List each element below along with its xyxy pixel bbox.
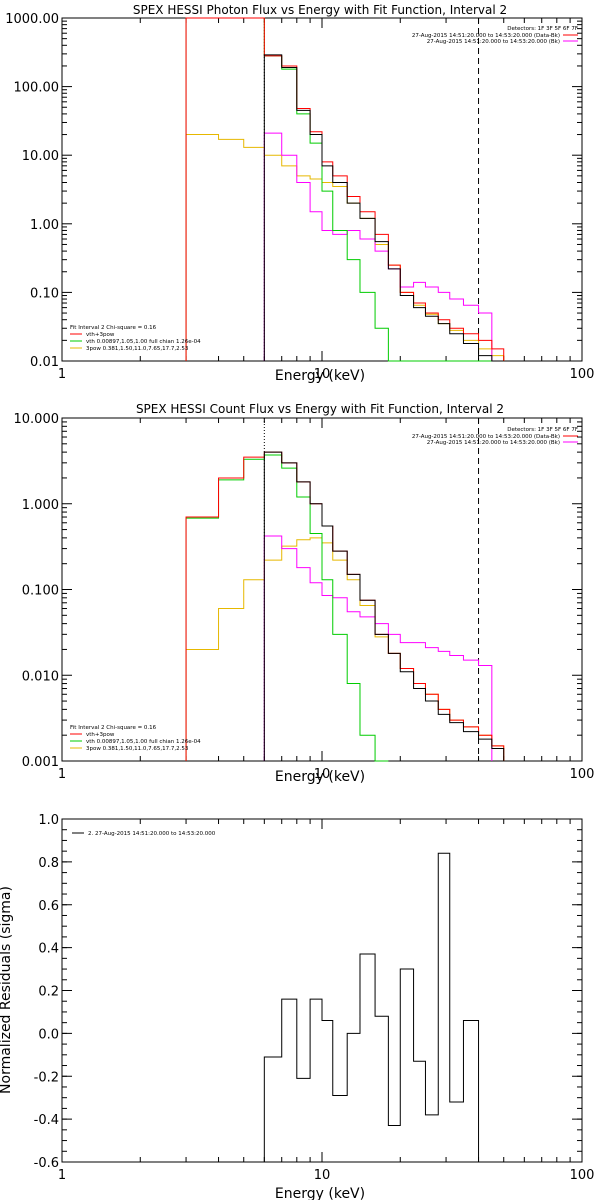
- legend-entry: vth+3pow: [86, 732, 115, 738]
- axis-ticks: 1 10 100 0.01 0.10 1.00 10.00 100.00 1000.00: [5, 12, 594, 382]
- legend-entry: vth 0.00897,1.05,1.00 full chian 1.26e-0…: [86, 739, 201, 745]
- x-tick-label: 10: [314, 367, 331, 382]
- chart-title: SPEX HESSI Count Flux vs Energy with Fit…: [136, 402, 504, 416]
- x-tick-label: 100: [570, 367, 595, 382]
- series-4-line: [263, 451, 505, 761]
- y-tick-label: 0.001: [22, 755, 59, 770]
- detectors-label: Detectors: 1F 3F 5F 6F 7F: [507, 26, 578, 32]
- x-tick-label: 1: [58, 1168, 66, 1183]
- series-group: [185, 418, 505, 762]
- legend-entry: 3pow 0.381,1.50,11.0,7.65,17.7,2.53: [86, 346, 189, 352]
- photon-flux-chart: SPEX HESSI Photon Flux vs Energy with Fi…: [5, 3, 594, 384]
- info-line-data: 27-Aug-2015 14:51:20.000 to 14:53:20.000…: [412, 434, 560, 440]
- series-2-line: [185, 537, 505, 761]
- axis-ticks: 1 10 100 0.001 0.010 0.100 1.000 10.000: [14, 412, 595, 782]
- info-line-bk: 27-Aug-2015 14:51:20.000 to 14:53:20.000…: [427, 440, 560, 446]
- y-tick-label: 100.00: [14, 81, 60, 96]
- y-axis-label: Normalized Residuals (sigma): [0, 886, 14, 1094]
- fit-label: Fit Interval 2 Chi-square = 0.16: [70, 325, 157, 331]
- y-tick-label: -0.6: [34, 1156, 59, 1171]
- x-axis-label: Energy (keV): [275, 1186, 365, 1200]
- info-line-data: 27-Aug-2015 14:51:20.000 to 14:53:20.000…: [412, 33, 560, 39]
- y-tick-label: 0.10: [30, 286, 59, 301]
- axis-ticks: 1 10 100 -0.6 -0.4 -0.2 0.0 0.2 0.4 0.6 0.8 1.0: [34, 813, 595, 1183]
- series-0-line: [185, 17, 505, 361]
- series-2-line: [185, 134, 505, 361]
- x-tick-label: 100: [570, 767, 595, 782]
- count-flux-chart: SPEX HESSI Count Flux vs Energy with Fit…: [14, 402, 595, 785]
- x-tick-label: 10: [314, 767, 331, 782]
- detectors-label: Detectors: 1F 3F 5F 6F 7F: [507, 427, 578, 433]
- y-tick-label: 0.2: [38, 985, 59, 1000]
- y-tick-label: 0.010: [22, 669, 59, 684]
- series-group: [185, 17, 505, 362]
- x-tick-label: 10: [314, 1168, 331, 1183]
- legend-entry: 3pow 0.381,1.50,11.0,7.65,17.7,2.53: [86, 746, 189, 752]
- legend-entry: vth 0.00897,1.05,1.00 full chian 1.26e-0…: [86, 339, 201, 345]
- legend: Fit Interval 2 Chi-square = 0.16vth+3pow…: [70, 325, 201, 352]
- y-tick-label: 1.00: [30, 218, 59, 233]
- y-tick-label: 10.000: [14, 412, 60, 427]
- y-tick-label: 10.00: [22, 149, 59, 164]
- series-1-line: [185, 454, 389, 762]
- y-tick-label: 1.0: [38, 813, 59, 828]
- info-line-bk: 27-Aug-2015 14:51:20.000 to 14:53:20.000…: [427, 39, 560, 45]
- fit-label: Fit Interval 2 Chi-square = 0.16: [70, 725, 157, 731]
- y-tick-label: 1.000: [22, 498, 59, 513]
- x-tick-label: 100: [570, 1168, 595, 1183]
- series-group: [263, 852, 480, 1162]
- plot-frame: [61, 818, 583, 1163]
- x-tick-label: 1: [58, 767, 66, 782]
- x-tick-label: 1: [58, 367, 66, 382]
- x-axis-label: Energy (keV): [275, 769, 365, 785]
- residuals-chart: 1 10 100 -0.6 -0.4 -0.2 0.0 0.2 0.4 0.6 0.8 1.0 2. …: [0, 813, 594, 1200]
- y-tick-label: 0.0: [38, 1027, 59, 1042]
- y-tick-label: 0.01: [30, 355, 59, 370]
- x-axis-label: Energy (keV): [275, 368, 365, 384]
- y-tick-label: 0.100: [22, 584, 59, 599]
- series-4-line: [263, 54, 504, 362]
- legend-entry: 2. 27-Aug-2015 14:51:20.000 to 14:53:20.…: [88, 831, 216, 837]
- series-3-line: [263, 535, 493, 761]
- y-tick-label: 1000.00: [5, 12, 59, 27]
- series-0-line: [263, 852, 480, 1162]
- y-tick-label: 0.4: [38, 942, 59, 957]
- y-tick-label: -0.2: [34, 1070, 59, 1085]
- y-tick-label: -0.4: [34, 1113, 59, 1128]
- series-1-line: [185, 17, 504, 362]
- y-tick-label: 0.8: [38, 856, 59, 871]
- y-tick-label: 0.6: [38, 899, 59, 914]
- legend-entry: vth+3pow: [86, 332, 115, 338]
- legend: Fit Interval 2 Chi-square = 0.16vth+3pow…: [70, 725, 201, 752]
- series-3-line: [263, 132, 493, 361]
- chart-title: SPEX HESSI Photon Flux vs Energy with Fi…: [133, 3, 507, 17]
- series-0-line: [185, 451, 505, 761]
